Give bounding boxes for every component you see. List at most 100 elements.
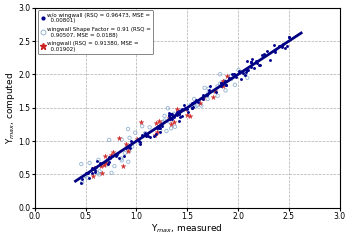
Point (106, 157, 112, 160)
Point (166, 111, 172, 115)
Point (103, 163, 109, 167)
Point (139, 120, 144, 124)
Point (184, 114, 189, 117)
Point (272, 48, 278, 52)
Point (125, 150, 131, 153)
Point (253, 59, 259, 63)
Point (137, 141, 143, 145)
Point (122, 151, 128, 155)
Point (125, 160, 131, 164)
Point (248, 60, 253, 64)
Point (172, 115, 177, 119)
Point (113, 154, 119, 158)
Point (191, 100, 197, 104)
Point (94, 159, 100, 163)
Point (251, 66, 257, 70)
Point (153, 132, 159, 136)
Point (191, 97, 197, 101)
Point (272, 50, 278, 54)
Point (104, 161, 109, 165)
Point (193, 104, 198, 108)
Point (218, 84, 224, 87)
Point (106, 155, 111, 159)
Point (208, 84, 213, 88)
Point (224, 83, 229, 87)
Point (244, 59, 250, 63)
Point (139, 124, 145, 128)
Point (201, 96, 206, 100)
Point (200, 97, 205, 100)
Point (157, 130, 162, 134)
Point (212, 89, 217, 93)
Point (116, 156, 122, 160)
Point (137, 142, 142, 146)
Point (222, 79, 228, 83)
Point (204, 93, 210, 97)
Point (282, 46, 287, 50)
Point (189, 104, 195, 108)
Point (188, 114, 193, 118)
Point (215, 94, 220, 98)
Point (152, 134, 158, 137)
Point (155, 130, 160, 133)
Point (78, 181, 84, 185)
Point (205, 93, 210, 97)
Point (213, 90, 219, 94)
Point (99, 171, 104, 175)
Point (85, 176, 90, 180)
Point (178, 115, 183, 119)
Point (280, 44, 285, 48)
Point (182, 103, 187, 107)
Point (128, 139, 134, 143)
Point (134, 137, 140, 141)
Point (229, 77, 234, 81)
Point (98, 161, 103, 165)
Point (121, 154, 127, 158)
Point (188, 103, 194, 107)
Point (232, 83, 238, 87)
Point (244, 68, 250, 72)
Point (144, 132, 149, 136)
Point (169, 113, 174, 116)
Point (217, 82, 223, 86)
Point (160, 120, 166, 124)
Point (157, 129, 163, 132)
Point (168, 122, 174, 126)
Point (257, 63, 263, 67)
Point (168, 112, 174, 116)
Point (198, 104, 204, 108)
Point (111, 150, 116, 154)
Point (98, 164, 104, 168)
Point (189, 107, 195, 110)
Point (259, 54, 265, 57)
Point (147, 125, 152, 129)
Point (166, 114, 172, 118)
Point (184, 107, 190, 111)
Point (106, 160, 112, 164)
Point (108, 153, 114, 157)
Point (284, 44, 289, 48)
Y-axis label: Y$_{max}$, computed: Y$_{max}$, computed (4, 72, 17, 144)
Point (166, 116, 172, 120)
Point (240, 71, 246, 75)
Point (182, 108, 188, 111)
Point (286, 35, 292, 39)
Point (254, 61, 260, 65)
Point (79, 177, 85, 181)
Point (271, 43, 277, 46)
Point (162, 119, 167, 123)
Point (206, 90, 211, 94)
Point (220, 81, 225, 85)
Point (83, 171, 89, 175)
Point (222, 79, 227, 83)
Point (97, 173, 102, 176)
Point (168, 126, 174, 130)
Point (193, 98, 198, 102)
Point (165, 106, 171, 110)
Legend: w/o wingwall (RSQ = 0.96473, MSE =
  0.00801), wingwall Shape Factor = 0.91 (RSQ: w/o wingwall (RSQ = 0.96473, MSE = 0.008… (38, 11, 153, 54)
Point (127, 136, 132, 140)
Point (261, 52, 266, 56)
Point (87, 161, 92, 165)
Point (109, 154, 115, 158)
Point (112, 164, 117, 168)
